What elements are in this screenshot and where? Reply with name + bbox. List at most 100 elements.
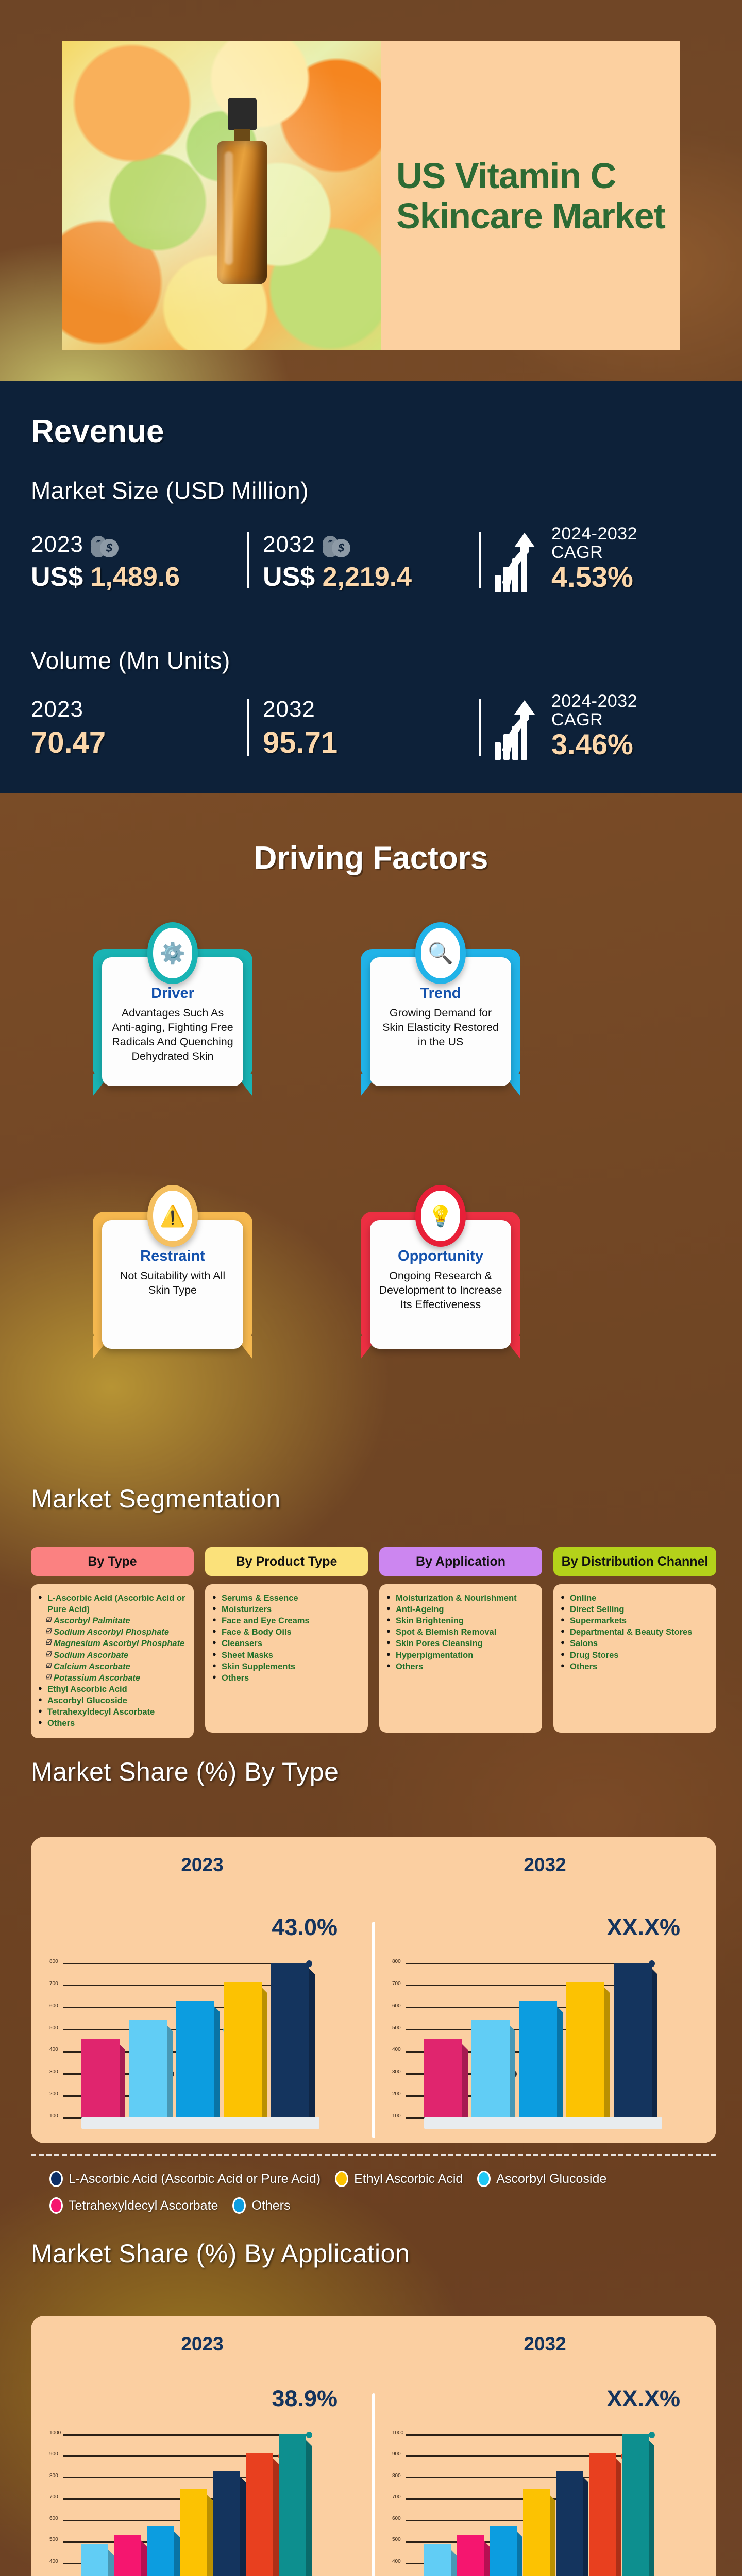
citrus-photo — [62, 41, 381, 350]
list-item: Skin Brightening — [386, 1615, 535, 1626]
chart-y-tick-label: 200 — [392, 2091, 401, 2097]
chart-bar — [614, 1963, 657, 2123]
legend-divider — [31, 2154, 716, 2156]
chart-bars — [81, 2434, 353, 2576]
market-size-currency-2: US$ — [263, 562, 315, 592]
chart-callout-percent: 43.0% — [272, 1914, 338, 1940]
factor-text-restraint: Not Suitability with All Skin Type — [120, 1269, 226, 1296]
chart-bar — [566, 1981, 610, 2123]
chart-bar — [490, 2526, 522, 2576]
volume-forecast: 2032 95.71 — [263, 697, 479, 760]
list-item: Calcium Ascorbate — [38, 1661, 187, 1672]
chart-plot-area: 800 700 600 500 400 300 200 100 — [392, 1959, 703, 2129]
segmentation-tab[interactable]: By Distribution Channel — [553, 1547, 716, 1576]
factor-text-driver: Advantages Such As Anti-aging, Fighting … — [112, 1007, 233, 1062]
legend-label: Others — [251, 2198, 291, 2213]
legend-item: L-Ascorbic Acid (Ascorbic Acid or Pure A… — [49, 2171, 321, 2187]
legend-item: Ascorbyl Glucoside — [477, 2171, 606, 2187]
list-item: L-Ascorbic Acid (Ascorbic Acid or Pure A… — [38, 1592, 187, 1615]
divider — [479, 532, 481, 588]
segmentation-column: By Distribution Channel OnlineDirect Sell… — [553, 1547, 716, 1738]
market-size-cagr-period: 2024-2032 — [551, 523, 638, 544]
segmentation-column: By Type L-Ascorbic Acid (Ascorbic Acid or… — [31, 1547, 194, 1739]
volume-label: Volume (Mn Units) — [31, 647, 230, 674]
segmentation-tab[interactable]: By Type — [31, 1547, 194, 1576]
chart-bar — [424, 2544, 457, 2576]
legend-rows: L-Ascorbic Acid (Ascorbic Acid or Pure A… — [31, 2171, 716, 2214]
chart-y-tick-label: 1000 — [49, 2430, 61, 2436]
list-item: Online — [561, 1592, 709, 1604]
legend-item: Ethyl Ascorbic Acid — [335, 2171, 463, 2187]
segmentation-tab[interactable]: By Application — [379, 1547, 542, 1576]
market-size-label: Market Size (USD Million) — [31, 477, 309, 504]
revenue-heading: Revenue — [31, 414, 164, 449]
segmentation-list: Moisturization & NourishmentAnti-AgeingS… — [379, 1584, 542, 1733]
factor-text-trend: Growing Demand for Skin Elasticity Resto… — [382, 1007, 499, 1048]
chart-y-tick-label: 900 — [49, 2451, 58, 2458]
segmentation-tab[interactable]: By Product Type — [205, 1547, 368, 1576]
chart-year-label: 2032 — [524, 2333, 566, 2354]
chart-half-2032: 2032 XX.X% 800 700 600 500 400 300 200 100 — [374, 1837, 716, 2143]
chart-y-tick-label: 300 — [392, 2069, 401, 2075]
list-item: Departmental & Beauty Stores — [561, 1626, 709, 1638]
volume-base: 2023 70.47 — [31, 697, 247, 760]
chart-y-tick-label: 800 — [49, 1959, 58, 1964]
list-item: Ascorbyl Palmitate — [38, 1615, 187, 1626]
list-item: Sodium Ascorbate — [38, 1650, 187, 1661]
list-item: Drug Stores — [561, 1650, 709, 1661]
chart-bar — [279, 2434, 312, 2576]
list-item: Ethyl Ascorbic Acid — [38, 1684, 187, 1695]
chart-y-tick-label: 700 — [49, 2494, 58, 2500]
factor-text-opportunity: Ongoing Research & Development to Increa… — [379, 1269, 502, 1311]
chart-bars — [424, 1963, 696, 2123]
list-item: Salons — [561, 1638, 709, 1649]
chart-bar — [556, 2471, 588, 2576]
chart-year-label: 2023 — [181, 2333, 224, 2354]
chart-y-tick-label: 800 — [392, 2472, 401, 2479]
list-item: Others — [561, 1661, 709, 1672]
legend-label: Ascorbyl Glucoside — [496, 2171, 607, 2186]
chart-y-tick-label: 700 — [392, 2494, 401, 2500]
segmentation-list: OnlineDirect SellingSupermarketsDepartme… — [553, 1584, 716, 1733]
segmentation-list: L-Ascorbic Acid (Ascorbic Acid or Pure A… — [31, 1584, 194, 1739]
market-size-base: 2023 US$ 1,489.6 — [31, 531, 247, 592]
legend-color-dot — [335, 2171, 349, 2187]
legend-color-dot — [49, 2171, 63, 2187]
legend-label: Ethyl Ascorbic Acid — [354, 2171, 463, 2186]
legend-color-dot — [477, 2171, 491, 2187]
chart-y-tick-label: 400 — [49, 2558, 58, 2564]
factor-title-restraint: Restraint — [140, 1248, 205, 1264]
legend-item: Tetrahexyldecyl Ascorbate — [49, 2197, 218, 2214]
chart-callout-percent: XX.X% — [606, 1914, 680, 1940]
chart-bar — [147, 2526, 180, 2576]
list-item: Moisturizers — [212, 1604, 361, 1615]
chart-bar — [114, 2535, 147, 2576]
chart-plot-area: 1000900800700600500400300 — [392, 2430, 703, 2576]
list-item: Supermarkets — [561, 1615, 709, 1626]
chart-callout-percent: 38.9% — [272, 2385, 338, 2412]
chart-y-tick-label: 700 — [392, 1980, 401, 1987]
volume-cagr: 2024-2032 CAGR 3.46% — [495, 692, 716, 760]
chart-half-2023: 2023 43.0% 800 700 600 500 400 300 200 100 — [31, 1837, 374, 2143]
market-size-base-value: 1,489.6 — [90, 562, 180, 592]
list-item: Anti-Ageing — [386, 1604, 535, 1615]
list-item: Potassium Ascorbate — [38, 1672, 187, 1684]
list-item: Hyperpigmentation — [386, 1650, 535, 1661]
factor-title-opportunity: Opportunity — [398, 1248, 483, 1264]
chart-y-tick-label: 900 — [392, 2451, 401, 2458]
volume-row: 2023 70.47 2032 95.71 2024-2032 CAGR — [31, 683, 716, 760]
volume-cagr-label: CAGR — [551, 710, 603, 730]
chart-bars — [81, 1963, 353, 2123]
chart-by-application-heading: Market Share (%) By Application — [31, 2239, 410, 2268]
chart-bar — [81, 2544, 114, 2576]
gears-growth-icon: ⚙️ — [147, 922, 198, 984]
chart-bar — [129, 2020, 173, 2123]
chart-y-tick-label: 600 — [392, 2515, 401, 2521]
chart-y-tick-label: 500 — [49, 2025, 58, 2031]
list-item: Face and Eye Creams — [212, 1615, 361, 1626]
factor-title-driver: Driver — [151, 985, 194, 1002]
serum-bottle-icon — [211, 98, 273, 304]
money-coins-icon — [90, 531, 121, 558]
